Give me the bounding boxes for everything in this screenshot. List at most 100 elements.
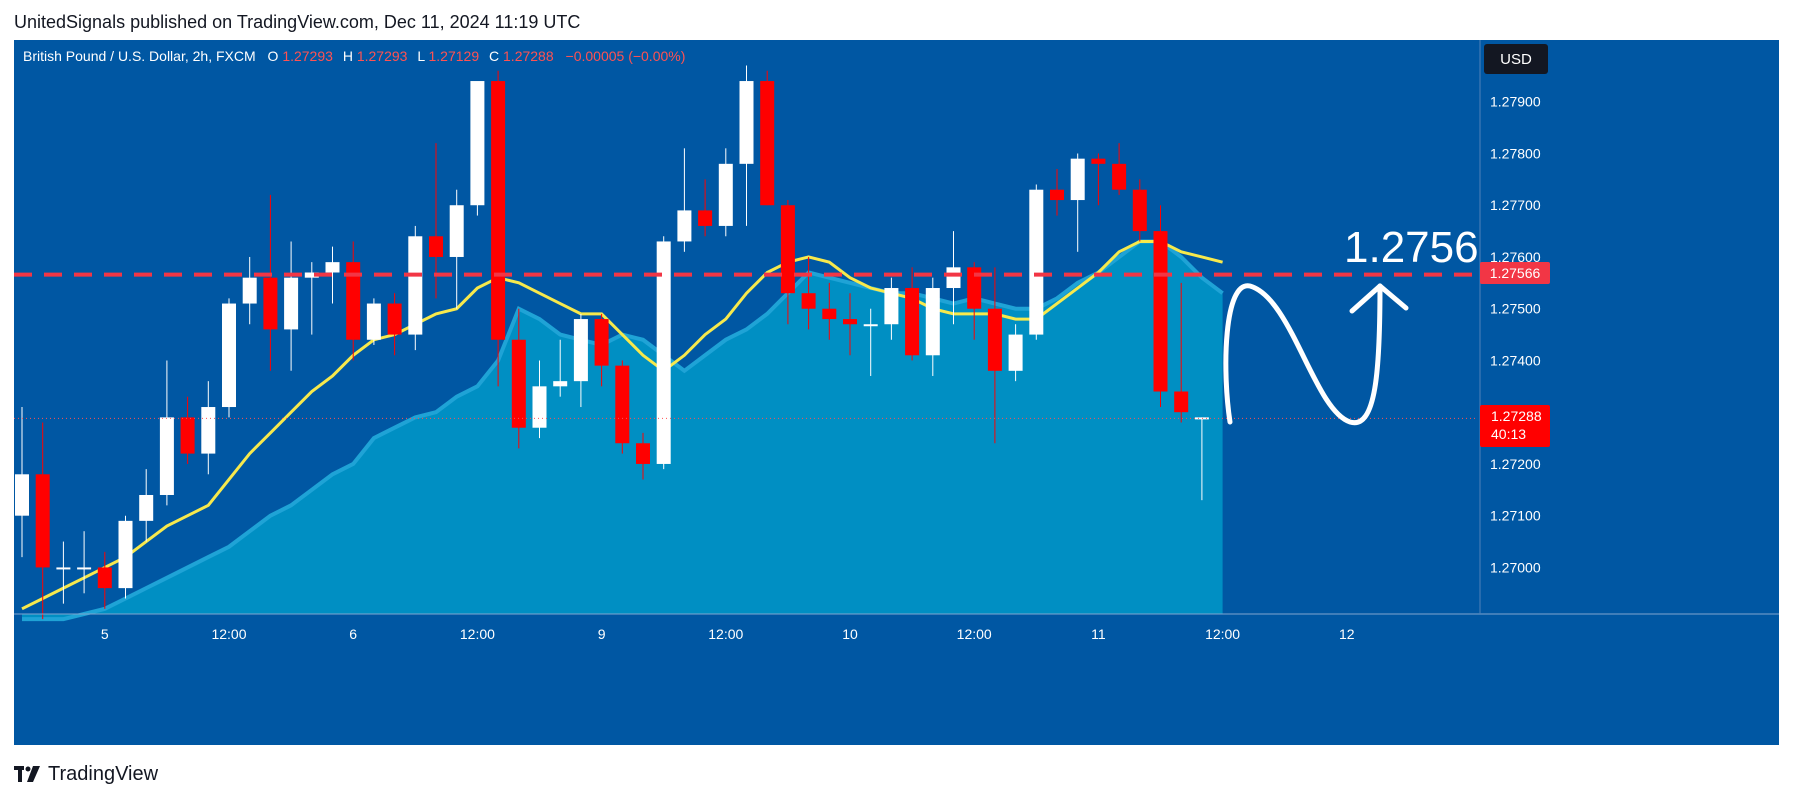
candle-body xyxy=(656,241,671,464)
candle-47 xyxy=(987,267,1002,444)
candle-41 xyxy=(863,308,878,376)
x-tick-label: 12:00 xyxy=(708,626,743,642)
candle-body xyxy=(925,288,940,356)
candle-57 xyxy=(1194,417,1209,501)
chart-frame[interactable]: 1.2756 1.27900 1.27800 1.27700 1.27600 1.275… xyxy=(14,40,1779,745)
candle-body xyxy=(698,210,713,226)
ema-line xyxy=(21,239,1223,611)
candle-27 xyxy=(573,313,588,408)
candle-28 xyxy=(594,313,609,387)
annotation-wave-path xyxy=(1223,283,1383,426)
candle-26 xyxy=(553,339,568,397)
candle-33 xyxy=(698,179,713,237)
candle-body xyxy=(573,319,588,382)
candle-body xyxy=(387,303,402,335)
candle-body xyxy=(201,407,216,454)
candle-body xyxy=(470,81,485,206)
candle-0 xyxy=(15,407,29,558)
y-tick-label: 1.27000 xyxy=(1490,559,1541,575)
candle-body xyxy=(408,236,423,335)
last-price-tag-countdown: 40:13 xyxy=(1491,426,1526,442)
currency-button[interactable]: USD xyxy=(1484,44,1548,74)
candle-14 xyxy=(304,262,319,335)
candle-18 xyxy=(387,293,402,356)
candle-body xyxy=(118,520,133,589)
candle-8 xyxy=(180,396,195,464)
legend-close-value: 1.27288 xyxy=(503,48,554,64)
candle-21 xyxy=(449,189,464,309)
candle-body xyxy=(843,319,857,325)
candle-5 xyxy=(118,515,133,599)
candle-body xyxy=(35,474,50,568)
candle-51 xyxy=(1070,153,1085,252)
candle-body xyxy=(511,339,526,428)
candle-15 xyxy=(325,246,340,304)
candle-body xyxy=(1070,158,1085,201)
x-tick-label: 6 xyxy=(349,626,357,642)
level-price-tag: 1.27566 xyxy=(1480,262,1550,284)
candle-54 xyxy=(1132,179,1147,242)
candle-body xyxy=(139,494,154,521)
candle-45 xyxy=(946,231,961,325)
x-tick-label: 10 xyxy=(842,626,858,642)
x-tick-label: 5 xyxy=(101,626,109,642)
price-chart[interactable]: 1.2756 1.279001.278001.277001.276001.275… xyxy=(14,40,1779,745)
candle-body xyxy=(263,277,278,330)
candle-23 xyxy=(491,70,506,387)
candle-body xyxy=(1091,158,1106,164)
last-price-tag-price: 1.27288 xyxy=(1491,408,1542,424)
candle-7 xyxy=(159,360,174,506)
x-tick-label: 11 xyxy=(1091,626,1106,642)
last-price-tag: 1.27288 40:13 xyxy=(1480,405,1550,447)
x-tick-label: 12:00 xyxy=(460,626,495,642)
candle-body xyxy=(97,567,112,589)
x-tick-label: 12:00 xyxy=(957,626,992,642)
candle-body xyxy=(987,308,1002,371)
candle-body xyxy=(677,210,692,242)
candle-49 xyxy=(1029,184,1044,340)
x-tick-label: 9 xyxy=(598,626,606,642)
candle-body xyxy=(222,303,236,408)
candle-body xyxy=(718,163,733,226)
candle-56 xyxy=(1174,282,1189,423)
candle-body xyxy=(739,81,754,164)
candle-31 xyxy=(656,236,671,470)
x-tick-label: 12:00 xyxy=(1205,626,1240,642)
y-tick-label: 1.27200 xyxy=(1490,456,1541,472)
candle-10 xyxy=(222,298,236,418)
candle-19 xyxy=(408,225,423,351)
candle-20 xyxy=(429,143,443,299)
candle-body xyxy=(449,205,464,257)
tradingview-logo-icon xyxy=(14,766,40,782)
candle-body xyxy=(1050,189,1064,201)
y-tick-label: 1.27100 xyxy=(1490,508,1541,524)
candle-53 xyxy=(1112,143,1127,195)
candle-body xyxy=(242,277,257,304)
tradingview-brand: TradingView xyxy=(14,760,158,788)
candle-11 xyxy=(242,256,257,325)
candle-52 xyxy=(1091,153,1106,206)
candle-body xyxy=(863,324,878,327)
candle-body xyxy=(304,272,319,278)
legend-change: −0.00005 (−0.00%) xyxy=(566,48,686,64)
candle-body xyxy=(594,319,609,366)
candle-body xyxy=(180,417,195,454)
candle-body xyxy=(636,443,650,464)
candle-17 xyxy=(366,298,381,345)
candle-24 xyxy=(511,308,526,449)
x-tick-label: 12:00 xyxy=(211,626,246,642)
annotation-arrow-icon xyxy=(1349,283,1409,314)
legend-open-label: O xyxy=(268,48,279,64)
legend-line: British Pound / U.S. Dollar, 2h, FXCM O … xyxy=(23,48,685,64)
candle-1 xyxy=(35,422,50,620)
candle-body xyxy=(905,288,920,356)
candle-55 xyxy=(1153,205,1168,408)
candle-body xyxy=(1132,189,1147,232)
candle-body xyxy=(801,293,816,309)
y-tick-label: 1.27700 xyxy=(1490,197,1541,213)
legend-low-label: L xyxy=(417,48,425,64)
candle-layer xyxy=(15,65,1209,620)
legend-high-value: 1.27293 xyxy=(357,48,408,64)
y-tick-label: 1.27400 xyxy=(1490,352,1541,368)
candle-42 xyxy=(884,277,899,340)
